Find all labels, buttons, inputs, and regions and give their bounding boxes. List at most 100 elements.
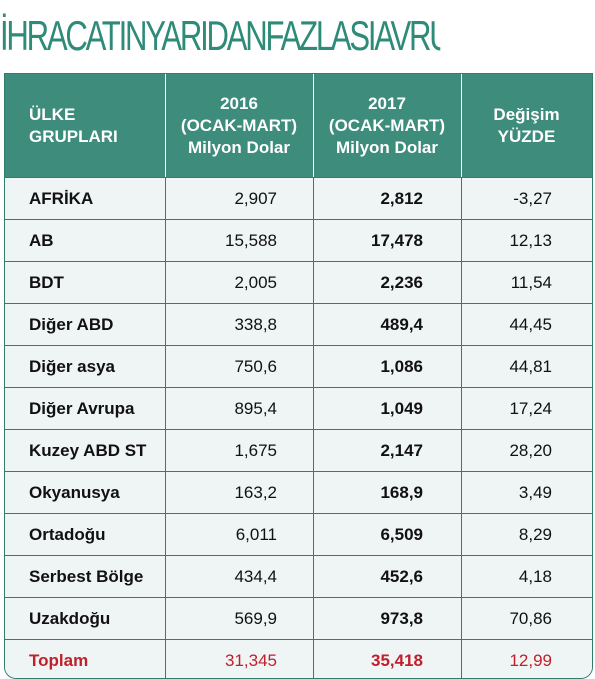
table-row: Diğer asya 750,6 1,086 44,81 [5,345,592,387]
header-change: Değişim YÜZDE [461,74,592,177]
value-2016-cell: 1,675 [234,441,277,460]
country-group-cell: Kuzey ABD ST [29,441,147,460]
change-percent-cell: 28,20 [509,441,552,460]
value-2017-cell: 489,4 [380,315,423,334]
header-change-line-2: YÜZDE [497,126,556,146]
change-percent-cell: -3,27 [513,189,552,208]
value-2017-cell: 168,9 [380,483,423,502]
header-group: ÜLKE GRUPLARI [5,74,165,177]
column-divider [165,304,166,345]
table-header: ÜLKE GRUPLARI 2016 (OCAK-MART) Milyon Do… [5,74,592,177]
value-2016-cell: 31,345 [225,651,277,670]
column-divider [461,514,462,555]
country-group-cell: Okyanusya [29,483,120,502]
header-divider [313,74,314,177]
country-group-cell: AB [29,231,54,250]
column-divider [461,472,462,513]
column-divider [461,556,462,597]
change-percent-cell: 44,81 [509,357,552,376]
table-row: Diğer Avrupa 895,4 1,049 17,24 [5,387,592,429]
country-group-cell: Diğer Avrupa [29,399,135,418]
column-divider [165,346,166,387]
header-2017: 2017 (OCAK-MART) Milyon Dolar [313,74,461,177]
value-2016-cell: 750,6 [234,357,277,376]
country-group-cell: Ortadoğu [29,525,106,544]
table-row: Kuzey ABD ST 1,675 2,147 28,20 [5,429,592,471]
country-group-cell: Serbest Bölge [29,567,144,586]
value-2016-cell: 2,907 [234,189,277,208]
column-divider [165,262,166,303]
column-divider [313,178,314,219]
table-row: Uzakdoğu 569,9 973,8 70,86 [5,597,592,639]
value-2017-cell: 6,509 [380,525,423,544]
column-divider [165,430,166,471]
header-2016: 2016 (OCAK-MART) Milyon Dolar [165,74,313,177]
header-2016-period: (OCAK-MART) [180,115,298,135]
value-2017-cell: 35,418 [371,651,423,670]
column-divider [313,472,314,513]
column-divider [461,262,462,303]
change-percent-cell: 12,13 [509,231,552,250]
value-2016-cell: 2,005 [234,273,277,292]
column-divider [165,514,166,555]
header-group-line-2: GRUPLARI [29,126,118,146]
country-group-cell: Diğer asya [29,357,115,376]
value-2017-cell: 2,147 [380,441,423,460]
table-row: AFRİKA 2,907 2,812 -3,27 [5,177,592,219]
column-divider [165,178,166,219]
change-percent-cell: 70,86 [509,609,552,628]
header-divider [461,74,462,177]
column-divider [165,220,166,261]
total-row: Toplam 31,345 35,418 12,99 [5,639,592,678]
value-2016-cell: 569,9 [234,609,277,628]
header-2017-period: (OCAK-MART) [328,115,446,135]
column-divider [461,598,462,639]
change-percent-cell: 11,54 [510,273,552,292]
change-percent-cell: 8,29 [518,525,552,544]
table-row: Diğer ABD 338,8 489,4 44,45 [5,303,592,345]
header-change-line-1: Değişim [493,104,560,124]
value-2017-cell: 1,049 [380,399,423,418]
column-divider [461,388,462,429]
value-2017-cell: 2,236 [380,273,423,292]
country-group-cell: Diğer ABD [29,315,114,334]
table-row: AB 15,588 17,478 12,13 [5,219,592,261]
header-2017-unit: Milyon Dolar [335,137,438,157]
column-divider [165,556,166,597]
header-2016-year: 2016 [220,93,258,113]
column-divider [461,346,462,387]
change-percent-cell: 17,24 [509,399,552,418]
column-divider [313,556,314,597]
column-divider [313,346,314,387]
table-row: Serbest Bölge 434,4 452,6 4,18 [5,555,592,597]
value-2016-cell: 163,2 [234,483,277,502]
column-divider [165,472,166,513]
column-divider [461,430,462,471]
value-2016-cell: 338,8 [234,315,277,334]
column-divider [461,640,462,678]
column-divider [313,514,314,555]
column-divider [313,220,314,261]
page-title: İHRACATINYARIDANFAZLASIAVRUPA'YA [0,12,440,59]
column-divider [313,430,314,471]
column-divider [461,304,462,345]
value-2016-cell: 895,4 [234,399,277,418]
column-divider [313,304,314,345]
column-divider [461,220,462,261]
table-row: BDT 2,005 2,236 11,54 [5,261,592,303]
column-divider [313,598,314,639]
country-group-cell: AFRİKA [29,189,94,208]
export-table: ÜLKE GRUPLARI 2016 (OCAK-MART) Milyon Do… [4,73,593,679]
header-2017-year: 2017 [368,93,406,113]
column-divider [461,178,462,219]
table-row: Ortadoğu 6,011 6,509 8,29 [5,513,592,555]
value-2017-cell: 1,086 [380,357,423,376]
value-2016-cell: 6,011 [235,525,277,544]
change-percent-cell: 3,49 [518,483,552,502]
value-2016-cell: 15,588 [225,231,277,250]
country-group-cell: Toplam [29,651,89,670]
value-2017-cell: 2,812 [380,189,423,208]
value-2016-cell: 434,4 [234,567,277,586]
value-2017-cell: 973,8 [380,609,423,628]
